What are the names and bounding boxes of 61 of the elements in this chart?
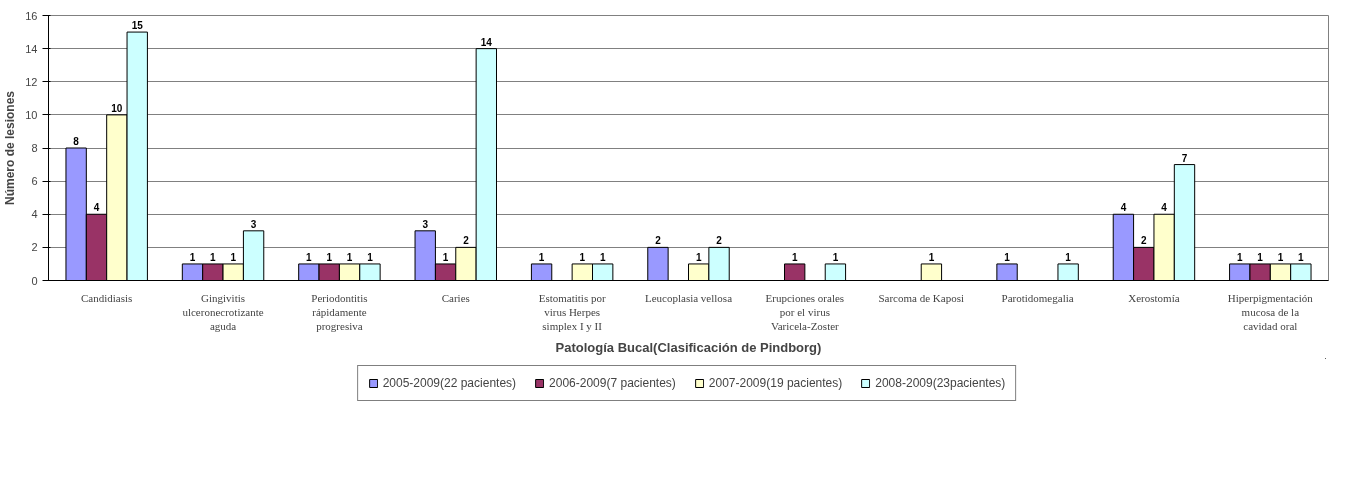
data-label: 1 [538,251,545,263]
data-label: 4 [93,202,100,214]
y-tick-label: 8 [31,142,38,154]
data-label: 1 [1257,251,1264,263]
data-label: 1 [928,251,935,263]
data-label: 1 [1298,251,1305,263]
x-tick-label: Periodontitis rápidamente progresiva [311,291,368,333]
x-tick-label: Sarcoma de Kaposi [878,291,964,304]
data-label: 1 [791,251,798,263]
x-tick-label: Candidiasis [81,291,133,304]
data-label: 1 [1236,251,1243,263]
y-tick-label: 6 [31,175,38,188]
x-axis-title: Patología Bucal(Clasificación de Pindborg) [555,340,822,356]
x-tick-label: Gingivitis ulceronecrotizante aguda [182,291,264,333]
data-label: 1 [326,251,333,263]
data-label: 1 [189,251,196,263]
x-tick-label: Estomatitis por virus Herpes simplex I y II [538,291,606,333]
data-label: 1 [367,251,374,263]
legend-label: 2006-2009(7 pacientes) [549,376,676,390]
y-tick-label: 12 [25,75,38,88]
data-label: 1 [1004,251,1011,263]
data-label: 1 [1065,251,1072,263]
data-label: 10 [111,102,123,114]
y-axis-title: Número de lesiones [3,90,18,206]
data-label: 2 [463,235,470,247]
legend-label: 2005-2009(22 pacientes) [382,376,517,390]
legend-label: 2008-2009(23pacientes) [875,376,1006,390]
data-label: 1 [695,251,702,263]
x-tick-label: Hiperpigmentación mucosa de la cavidad oral [1227,291,1314,333]
data-label: 1 [599,251,606,263]
data-label: 2 [1140,235,1147,247]
y-tick-label: 4 [31,208,38,221]
data-label: 14 [480,36,493,48]
y-tick-label: 2 [31,241,38,254]
y-tick-label: 14 [25,42,38,55]
data-label: 8 [73,136,80,147]
data-label: 1 [210,251,217,263]
x-tick-label: Leucoplasia vellosa [644,291,733,304]
y-tick-label: 10 [25,108,38,121]
x-tick-label: Erupciones orales por el virus Varicela-Zoster [765,291,845,333]
legend-label: 2007-2009(19 pacientes) [708,376,843,390]
data-label: 1 [346,251,353,263]
data-label: 1 [579,251,586,263]
x-tick-label: Caries [441,291,470,304]
data-label: 15 [131,20,144,32]
x-tick-label: Parotidomegalia [1001,291,1074,304]
data-label: 4 [1161,202,1168,214]
data-label: 1 [1277,251,1284,263]
data-label: 1 [832,251,839,263]
x-tick-label: Xerostomía [1128,291,1180,304]
data-label: 7 [1181,152,1188,164]
data-label: 1 [442,251,449,263]
y-tick-label: 16 [25,9,38,22]
data-label: 2 [655,235,662,247]
data-label: 1 [230,251,237,263]
y-tick-label: 0 [31,274,38,287]
data-label: 3 [250,218,257,230]
data-label: 4 [1120,202,1127,214]
data-label: 3 [422,218,429,230]
data-label: 1 [306,251,313,263]
data-label: 2 [716,235,723,247]
